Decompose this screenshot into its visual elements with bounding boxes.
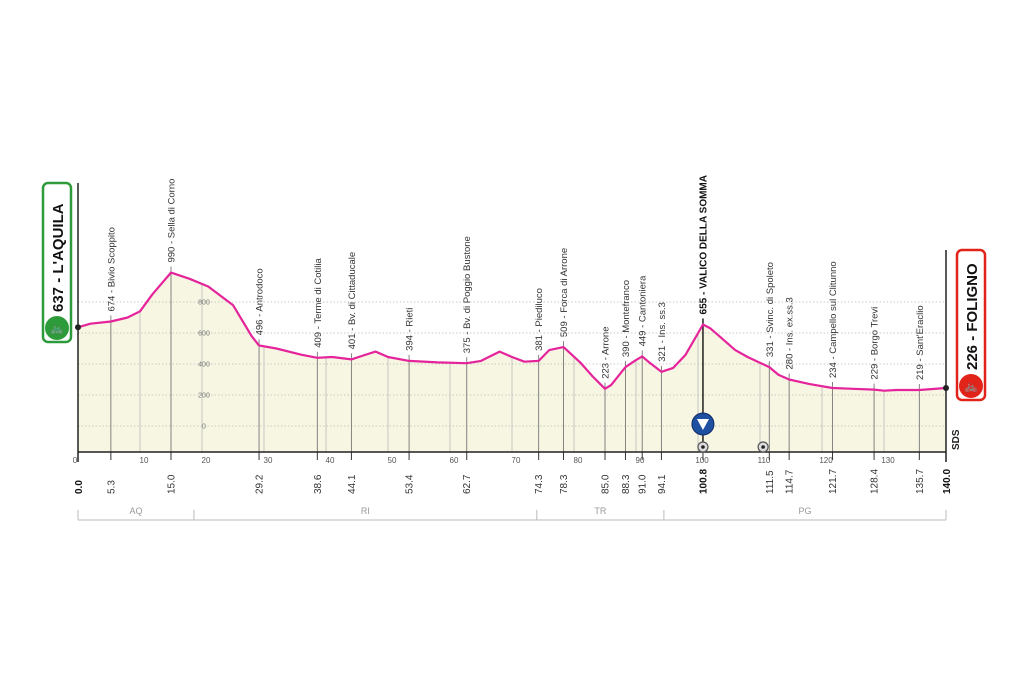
start-cyclist-icon xyxy=(45,316,69,340)
waypoint-km-label: 111.5 xyxy=(765,470,776,494)
waypoint-km-label: 44.1 xyxy=(347,474,358,494)
km-tick-label: 110 xyxy=(758,456,771,465)
waypoint-label: 496 - Antrodoco xyxy=(255,268,266,335)
waypoint-km-label: 135.7 xyxy=(915,469,926,494)
altitude-tick-label: 800 xyxy=(198,300,210,307)
waypoint-label: 321 - Ins. ss.3 xyxy=(657,302,668,362)
waypoint-label: 990 - Sella di Corno xyxy=(167,179,178,263)
start-label: 637 - L'AQUILA xyxy=(50,203,67,312)
waypoint-label: 409 - Terme di Cotilia xyxy=(313,257,324,347)
altitude-tick-label: 400 xyxy=(198,362,210,369)
finish-label: 226 - FOLIGNO xyxy=(964,263,981,370)
start-km-label: 0.0 xyxy=(74,480,85,494)
waypoint-km-label: 78.3 xyxy=(559,474,570,494)
waypoint-km-label: 91.0 xyxy=(638,474,649,494)
waypoint-label: 223 - Arrone xyxy=(601,327,612,379)
province-label: TR xyxy=(594,506,606,516)
profile-line xyxy=(77,271,947,392)
waypoint-km-label: 53.4 xyxy=(405,474,416,494)
start-dot xyxy=(75,324,81,331)
waypoint-km-label: 74.3 xyxy=(534,474,545,494)
waypoint-label: 449 - Cantoniera xyxy=(638,275,649,346)
start-cyclist-glyph: 🚲 xyxy=(50,323,64,335)
finish-badge xyxy=(955,248,987,402)
waypoint-label: 219 - Sant'Eraclio xyxy=(915,305,926,380)
waypoint-label: 381 - Piediluco xyxy=(534,288,545,351)
finish-km-label: 140.0 xyxy=(942,469,953,494)
waypoint-km-label: 88.3 xyxy=(621,474,632,494)
waypoint-km-label: 128.4 xyxy=(870,469,881,494)
km-tick-label: 90 xyxy=(636,456,645,465)
sds-label: SDS xyxy=(951,429,962,450)
altitude-tick-label: 0 xyxy=(202,424,206,431)
waypoint-km-label: 121.7 xyxy=(828,469,839,494)
province-label: RI xyxy=(361,506,370,516)
waypoint-km-label: 114.7 xyxy=(785,469,796,494)
km-tick-label: 40 xyxy=(326,456,335,465)
waypoint-km-label: 5.3 xyxy=(106,480,117,494)
waypoint-km-label: 15.0 xyxy=(167,474,178,494)
altitude-tick-label: 600 xyxy=(198,331,210,338)
km-tick-label: 0 xyxy=(73,456,78,465)
sprint-target-dot xyxy=(761,445,765,449)
kom-triangle-icon xyxy=(696,419,709,430)
km-tick-label: 20 xyxy=(202,456,211,465)
km-tick-label: 80 xyxy=(574,456,583,465)
waypoint-label: 234 - Campello sul Clitunno xyxy=(828,261,839,378)
waypoint-label: 331 - Svinc. di Spoleto xyxy=(765,262,776,357)
waypoint-km-label: 100.8 xyxy=(698,469,709,494)
waypoint-km-label: 85.0 xyxy=(601,474,612,494)
waypoint-label: 229 - Borgo Trevi xyxy=(870,307,881,380)
finish-cyclist-glyph: 🚲 xyxy=(964,381,978,393)
waypoint-label: 655 - VALICO DELLA SOMMA xyxy=(698,175,709,314)
km-tick-label: 100 xyxy=(695,456,709,465)
waypoint-label: 390 - Montefranco xyxy=(621,280,632,357)
waypoint-label: 401 - Bv. di Cittaducale xyxy=(347,252,358,350)
km-tick-label: 70 xyxy=(512,456,521,465)
waypoint-km-label: 94.1 xyxy=(657,474,668,494)
km-tick-label: 30 xyxy=(264,456,273,465)
km-tick-label: 60 xyxy=(450,456,459,465)
waypoint-km-label: 38.6 xyxy=(313,474,324,494)
waypoint-label: 394 - Rieti xyxy=(405,308,416,351)
waypoint-label: 509 - Forca di Arrone xyxy=(559,248,570,337)
km-tick-label: 50 xyxy=(388,456,397,465)
finish-dot xyxy=(943,385,949,392)
waypoint-km-label: 62.7 xyxy=(462,474,473,494)
province-label: PG xyxy=(798,506,811,516)
finish-cyclist-icon xyxy=(959,374,983,398)
start-badge xyxy=(41,181,73,344)
waypoint-label: 375 - Bv. di Poggio Bustone xyxy=(462,236,473,353)
waypoint-km-label: 29.2 xyxy=(255,474,266,494)
km-tick-label: 130 xyxy=(881,456,895,465)
km-tick-label: 120 xyxy=(819,456,833,465)
waypoint-label: 280 - Ins. ex.ss.3 xyxy=(785,297,796,369)
waypoint-label: 674 - Bivio Scoppito xyxy=(106,227,117,312)
altitude-tick-label: 200 xyxy=(198,393,210,400)
sprint-target-dot xyxy=(701,445,705,449)
province-label: AQ xyxy=(129,506,142,516)
km-tick-label: 10 xyxy=(140,456,149,465)
